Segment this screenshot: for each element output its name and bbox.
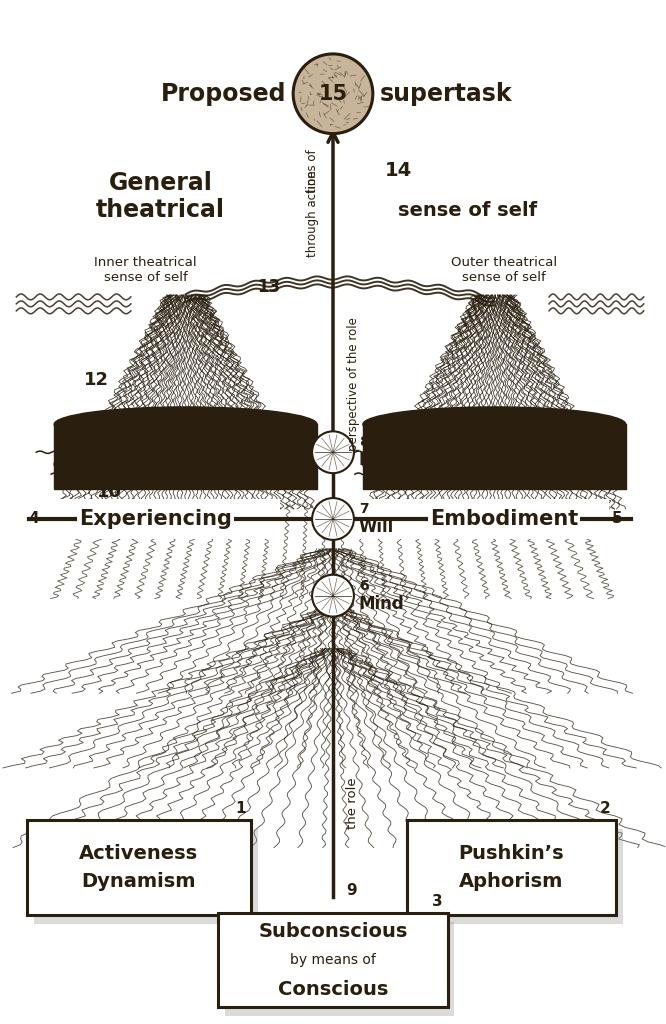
Text: Inner theatrical
sense of self: Inner theatrical sense of self xyxy=(95,256,197,284)
Text: 4: 4 xyxy=(28,511,39,526)
Text: 11: 11 xyxy=(91,443,115,461)
Text: 13: 13 xyxy=(256,278,280,296)
FancyBboxPatch shape xyxy=(218,912,448,1008)
Bar xyxy=(26,499,280,539)
Text: Subconscious: Subconscious xyxy=(258,922,408,941)
Text: 3: 3 xyxy=(432,894,442,909)
Text: 10: 10 xyxy=(97,483,121,501)
Text: 7: 7 xyxy=(359,502,368,516)
Text: 1: 1 xyxy=(235,801,246,816)
Circle shape xyxy=(312,574,354,616)
Text: Activeness: Activeness xyxy=(79,844,198,862)
Text: 5: 5 xyxy=(611,511,622,526)
FancyBboxPatch shape xyxy=(226,922,454,1017)
Text: theatrical: theatrical xyxy=(96,199,225,222)
Text: sense of self: sense of self xyxy=(398,201,537,220)
Text: perspective of the role: perspective of the role xyxy=(347,317,360,452)
Circle shape xyxy=(312,431,354,473)
Text: by means of: by means of xyxy=(290,953,376,967)
Text: Outer theatrical
sense of self: Outer theatrical sense of self xyxy=(452,256,557,284)
Text: Pushkin’s: Pushkin’s xyxy=(458,844,564,862)
Text: through action: through action xyxy=(306,170,319,257)
Text: General: General xyxy=(109,171,212,196)
Bar xyxy=(54,424,317,489)
Ellipse shape xyxy=(54,439,317,489)
Text: Proposed: Proposed xyxy=(161,82,286,105)
FancyBboxPatch shape xyxy=(414,829,623,924)
Text: Mind: Mind xyxy=(359,595,405,612)
Text: 9: 9 xyxy=(346,883,356,898)
Text: 14: 14 xyxy=(385,161,412,180)
Text: Dynamism: Dynamism xyxy=(81,872,196,892)
Text: Embodiment: Embodiment xyxy=(430,509,578,529)
Text: the role: the role xyxy=(346,777,359,828)
Text: Conscious: Conscious xyxy=(278,980,388,998)
Ellipse shape xyxy=(54,407,317,441)
FancyBboxPatch shape xyxy=(407,820,616,914)
Bar xyxy=(355,499,609,539)
Circle shape xyxy=(312,498,354,540)
Ellipse shape xyxy=(363,407,626,441)
Text: 15: 15 xyxy=(318,84,348,103)
Text: Experiencing: Experiencing xyxy=(79,509,232,529)
Text: lines of: lines of xyxy=(306,150,319,191)
FancyBboxPatch shape xyxy=(34,829,258,924)
Text: Feeling: Feeling xyxy=(359,452,428,469)
Ellipse shape xyxy=(363,439,626,489)
Text: 2: 2 xyxy=(600,801,611,816)
Text: 6: 6 xyxy=(359,579,368,593)
Text: supertask: supertask xyxy=(380,82,512,105)
Text: 12: 12 xyxy=(83,371,109,388)
Text: Aphorism: Aphorism xyxy=(459,872,563,892)
Text: Will: Will xyxy=(359,518,394,536)
Text: 8: 8 xyxy=(359,435,369,450)
Circle shape xyxy=(293,54,373,133)
Bar xyxy=(363,424,626,489)
FancyBboxPatch shape xyxy=(27,820,251,914)
